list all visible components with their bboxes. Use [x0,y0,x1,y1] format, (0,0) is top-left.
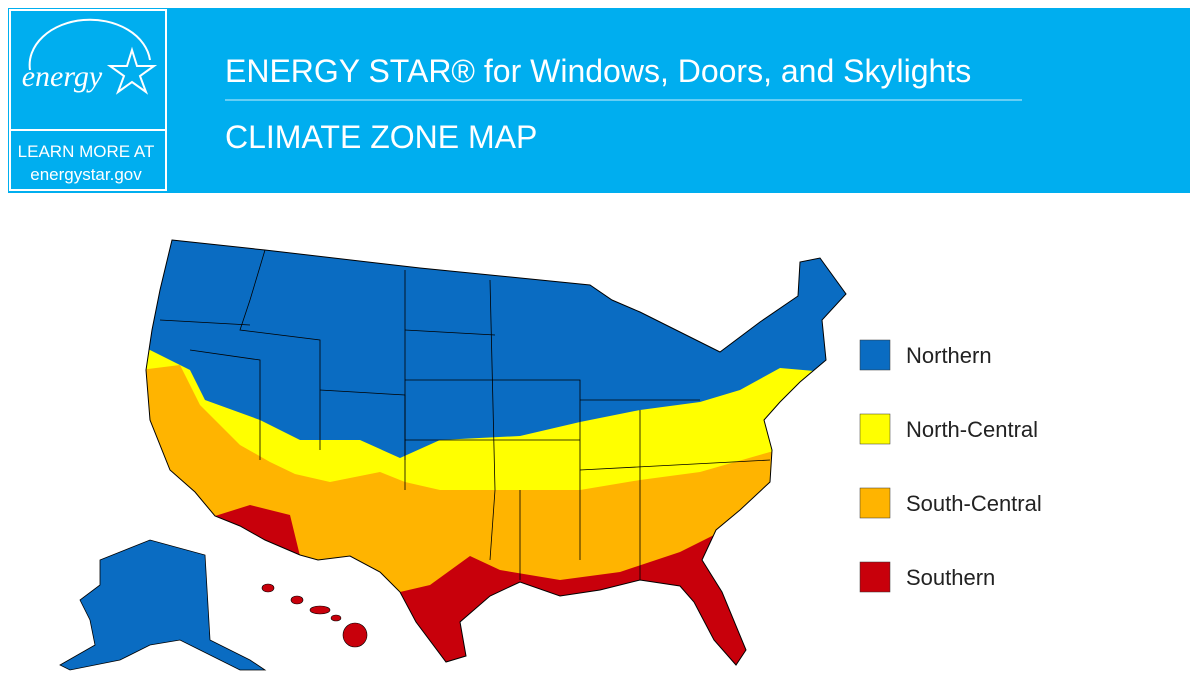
logo-arc [28,18,151,71]
contiguous-us [146,240,846,665]
legend: Northern North-Central South-Central Southe… [859,339,1042,593]
logo-frame [9,9,167,191]
alaska [59,539,267,671]
us-outline [145,239,847,666]
legend-label: South-Central [906,491,1042,516]
logo-line1: LEARN MORE AT [18,142,155,161]
legend-swatch [859,487,891,519]
title: ENERGY STAR® for Windows, Doors, and Sky… [225,53,971,89]
logo-star [106,46,158,95]
legend-label: Northern [906,343,992,368]
logo-wordmark: energy [22,60,103,93]
legend-swatch [859,561,891,593]
legend-label: North-Central [906,417,1038,442]
subtitle: CLIMATE ZONE MAP [225,119,537,155]
legend-swatch [859,339,891,371]
logo-line2: energystar.gov [30,165,142,184]
hawaii [261,583,368,648]
legend-label: Southern [906,565,995,590]
zone-southern-az [215,505,300,556]
state-lines [159,249,771,580]
legend-swatch [859,413,891,445]
